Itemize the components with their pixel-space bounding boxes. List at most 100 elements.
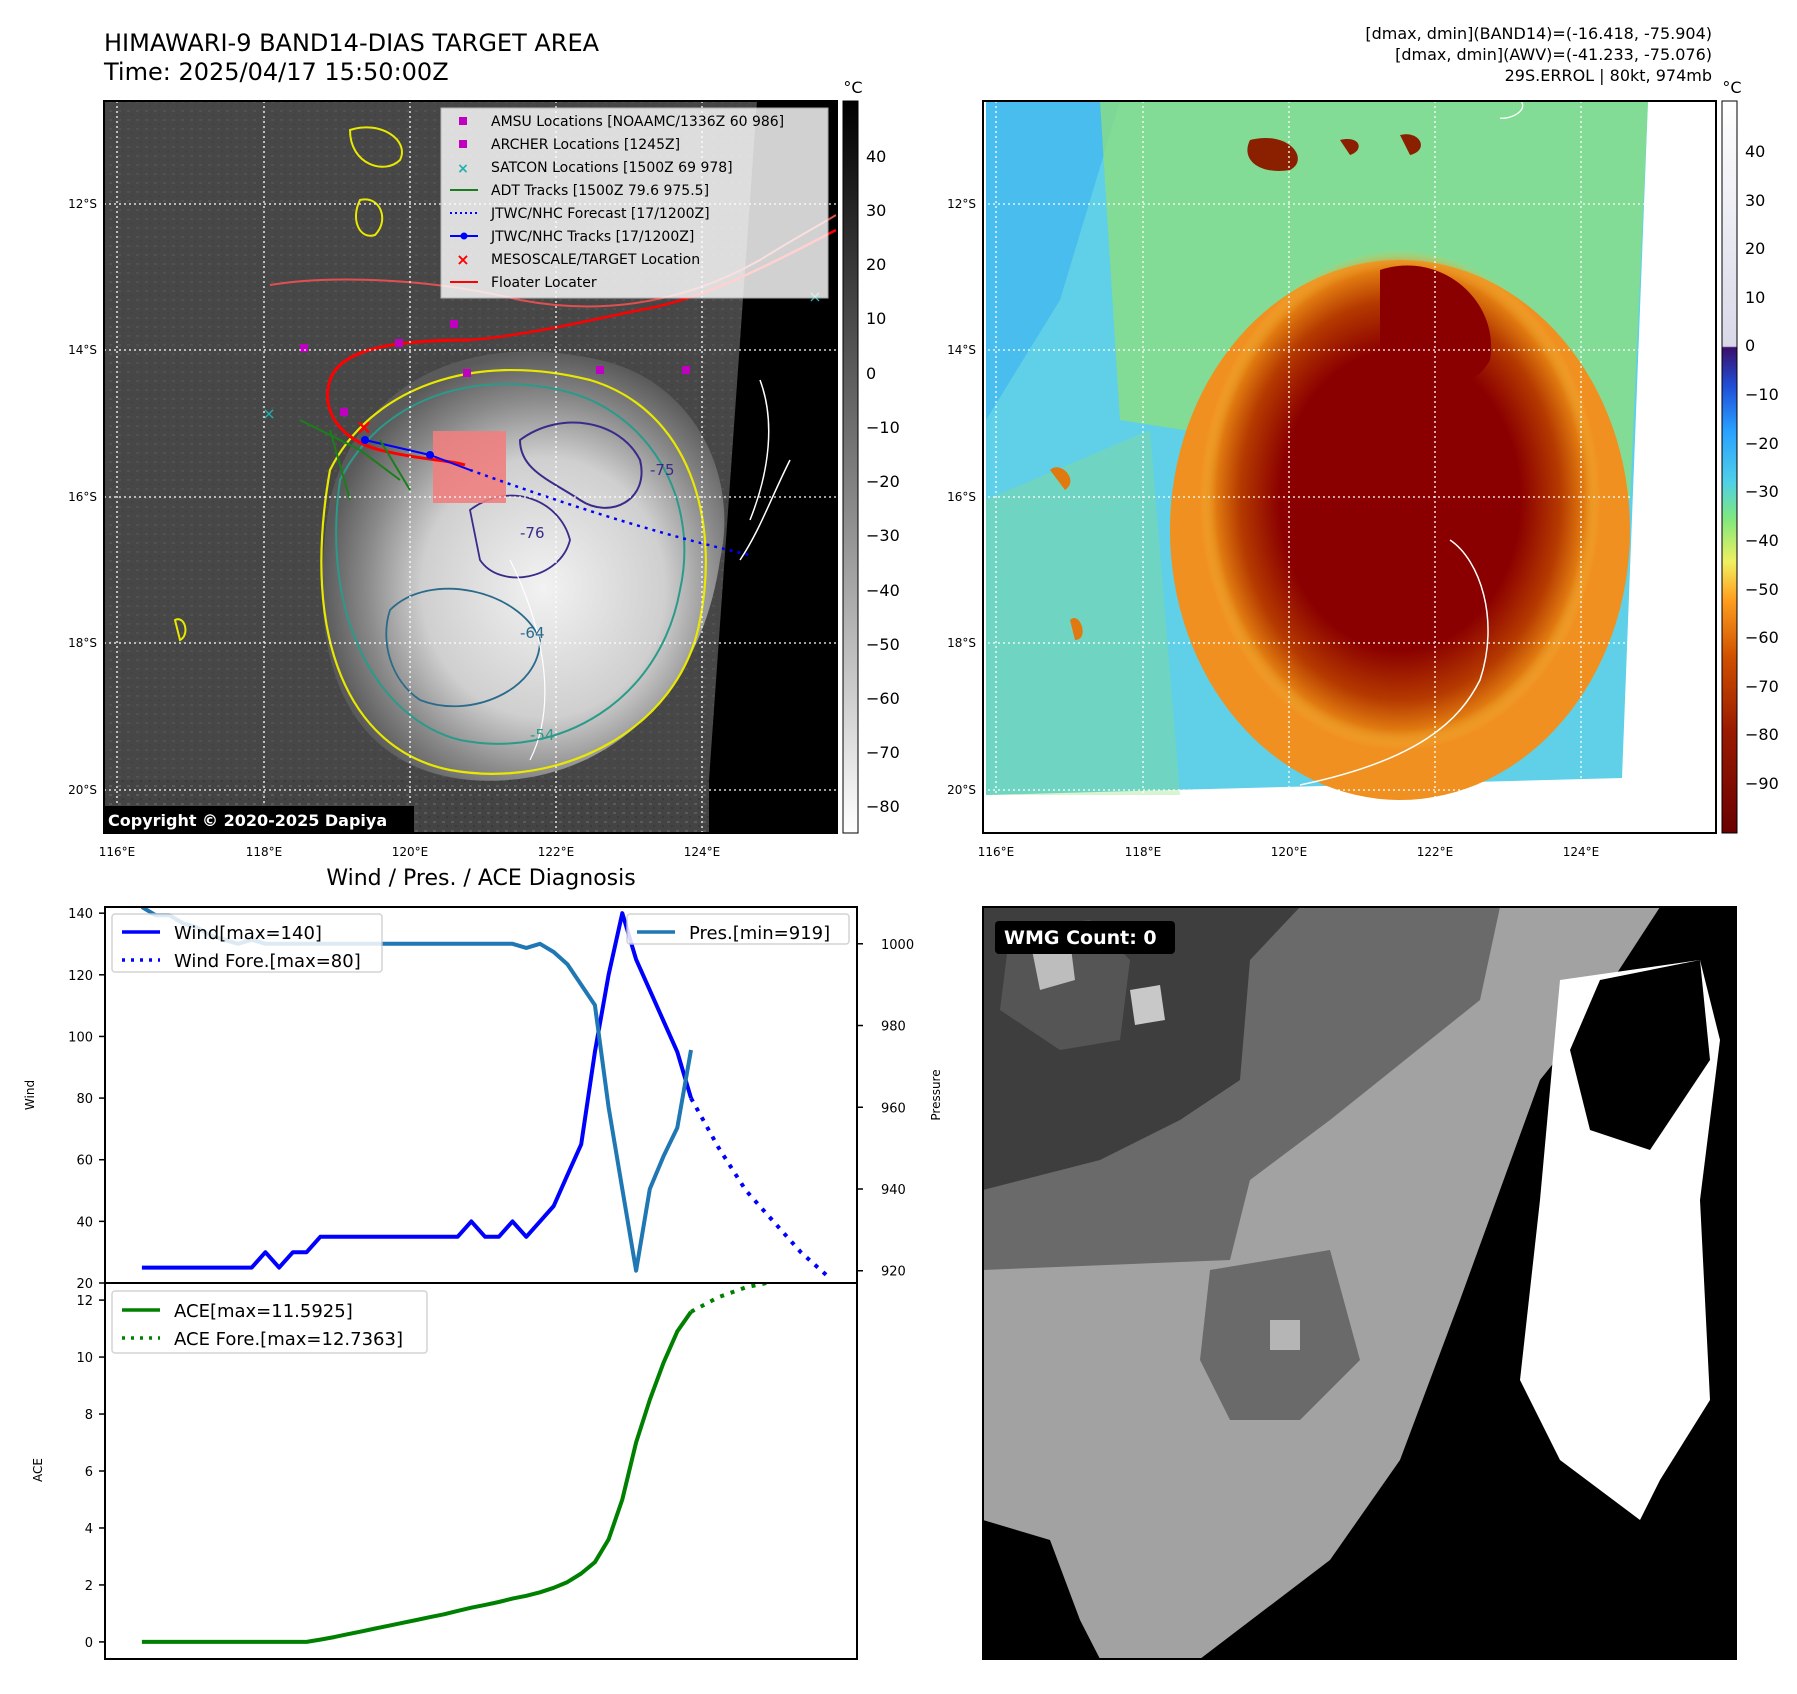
contour-label-76: -76 bbox=[520, 524, 545, 542]
svg-text:JTWC/NHC Tracks [17/1200Z]: JTWC/NHC Tracks [17/1200Z] bbox=[490, 229, 694, 245]
color-tick-m70: −70 bbox=[1745, 677, 1779, 696]
pressure-tick-label: 980 bbox=[881, 1020, 906, 1035]
pressure-legend: Pres.[min=919] bbox=[626, 913, 850, 945]
svg-text:SATCON Locations [1500Z 69 978: SATCON Locations [1500Z 69 978] bbox=[491, 160, 733, 176]
color-map-frame bbox=[982, 100, 1717, 834]
legend-entry-jtwc-forecast: JTWC/NHC Forecast [17/1200Z] bbox=[450, 206, 710, 222]
color-tick-40: 40 bbox=[1745, 142, 1765, 161]
wind-tick-label: 20 bbox=[76, 1277, 93, 1292]
legend-wind: Wind[max=140] bbox=[174, 923, 322, 944]
gray-tick-10: 10 bbox=[866, 309, 886, 328]
color-lon-122e: 122°E bbox=[1417, 845, 1454, 859]
copyright-box bbox=[104, 806, 414, 833]
wind-fore--line bbox=[689, 1097, 830, 1279]
gray-tick-m50: −50 bbox=[866, 635, 900, 654]
gray-tick-40: 40 bbox=[866, 147, 886, 166]
color-tick-m30: −30 bbox=[1745, 482, 1779, 501]
svg-text:×: × bbox=[456, 250, 469, 269]
color-tick-m50: −50 bbox=[1745, 580, 1779, 599]
ace-tick-label: 8 bbox=[85, 1408, 93, 1423]
color-tick-m40: −40 bbox=[1745, 531, 1779, 550]
color-lat-12s: 12°S bbox=[947, 197, 976, 211]
wind-axis-label: Wind bbox=[23, 1080, 37, 1110]
wmg-count-badge bbox=[995, 921, 1175, 954]
ace-line bbox=[141, 1310, 693, 1644]
ace-axis-label: ACE bbox=[31, 1458, 45, 1482]
target-area-box bbox=[433, 431, 506, 503]
color-tick-10: 10 bbox=[1745, 288, 1765, 307]
gray-tick-m40: −40 bbox=[866, 581, 900, 600]
pressure-tick-label: 940 bbox=[881, 1183, 906, 1198]
color-colorbar: °C 40 30 20 10 0 −10 −20 −30 −40 −50 −60… bbox=[1721, 78, 1779, 834]
color-colorbar-ticks: 40 30 20 10 0 −10 −20 −30 −40 −50 −60 −7… bbox=[1745, 142, 1779, 793]
ace-y-axis: 12 10 8 6 4 2 0 bbox=[76, 1294, 105, 1651]
color-tick-0: 0 bbox=[1745, 336, 1755, 355]
pressure-axis-label: Pressure bbox=[929, 1069, 943, 1120]
svg-text:×: × bbox=[262, 404, 275, 423]
ir-lon-116e: 116°E bbox=[99, 845, 136, 859]
diagnosis-title: Wind / Pres. / ACE Diagnosis bbox=[326, 866, 635, 891]
legend-wind-forecast: Wind Fore.[max=80] bbox=[174, 951, 361, 972]
wind-tick-label: 140 bbox=[68, 907, 93, 922]
stats-awv: [dmax, dmin](AWV)=(-41.233, -75.076) bbox=[1395, 45, 1712, 64]
ir-map-frame bbox=[103, 100, 838, 834]
stats-band14: [dmax, dmin](BAND14)=(-16.418, -75.904) bbox=[1365, 24, 1712, 43]
contour-label-64: -64 bbox=[520, 624, 545, 642]
color-tick-m60: −60 bbox=[1745, 628, 1779, 647]
color-tick-m10: −10 bbox=[1745, 385, 1779, 404]
svg-text:×: × bbox=[457, 161, 469, 177]
color-lon-116e: 116°E bbox=[978, 845, 1015, 859]
ir-lon-118e: 118°E bbox=[246, 845, 283, 859]
wind-legend: Wind[max=140] Wind Fore.[max=80] bbox=[111, 913, 383, 973]
wind-y-axis: 140 120 100 80 60 40 20 bbox=[68, 907, 105, 1292]
wind-tick-label: 100 bbox=[68, 1030, 93, 1045]
gray-colorbar-unit: °C bbox=[843, 78, 862, 97]
ace-tick-label: 2 bbox=[85, 1579, 93, 1594]
color-lat-18s: 18°S bbox=[947, 636, 976, 650]
map-legend: AMSU Locations [NOAAMC/1336Z 60 986] ARC… bbox=[440, 107, 829, 299]
color-tick-30: 30 bbox=[1745, 191, 1765, 210]
gray-tick-m20: −20 bbox=[866, 472, 900, 491]
wind-tick-label: 60 bbox=[76, 1154, 93, 1169]
storm-info: 29S.ERROL | 80kt, 974mb bbox=[1505, 66, 1712, 85]
ace-tick-label: 12 bbox=[76, 1294, 93, 1309]
color-tick-m80: −80 bbox=[1745, 725, 1779, 744]
color-lat-20s: 20°S bbox=[947, 783, 976, 797]
gray-tick-0: 0 bbox=[866, 364, 876, 383]
color-lon-118e: 118°E bbox=[1125, 845, 1162, 859]
ir-lon-120e: 120°E bbox=[392, 845, 429, 859]
ace-series-layer bbox=[141, 1283, 780, 1644]
svg-text:ADT Tracks [1500Z 79.6 975.5]: ADT Tracks [1500Z 79.6 975.5] bbox=[491, 183, 709, 199]
pressure-tick-label: 920 bbox=[881, 1265, 906, 1280]
wind-tick-label: 120 bbox=[68, 969, 93, 984]
svg-text:JTWC/NHC Forecast [17/1200Z]: JTWC/NHC Forecast [17/1200Z] bbox=[490, 206, 710, 222]
color-lon-labels: 116°E 118°E 120°E 122°E 124°E bbox=[978, 845, 1600, 859]
legend-entry-floater: Floater Locater bbox=[450, 275, 597, 291]
gray-colorbar: °C 40 30 20 10 0 −10 −20 −30 −40 −50 −60… bbox=[842, 78, 900, 834]
ace-legend: ACE[max=11.5925] ACE Fore.[max=12.7363] bbox=[111, 1290, 428, 1354]
ace-fore--line bbox=[690, 1283, 780, 1314]
wmg-count-label: WMG Count: 0 bbox=[1004, 927, 1157, 949]
color-lat-labels: 12°S 14°S 16°S 18°S 20°S bbox=[947, 197, 976, 797]
contour-label-54: -54 bbox=[530, 726, 555, 744]
legend-entry-jtwc-tracks: JTWC/NHC Tracks [17/1200Z] bbox=[450, 229, 694, 245]
color-tick-m20: −20 bbox=[1745, 434, 1779, 453]
ir-lat-14s: 14°S bbox=[68, 343, 97, 357]
svg-text:Floater Locater: Floater Locater bbox=[491, 275, 597, 291]
color-tick-m90: −90 bbox=[1745, 774, 1779, 793]
ir-lon-122e: 122°E bbox=[538, 845, 575, 859]
ir-map-panel: × × × -76 -64 -54 -75 Copyright © 2020-2… bbox=[68, 100, 838, 859]
color-lat-16s: 16°S bbox=[947, 490, 976, 504]
figure-time: Time: 2025/04/17 15:50:00Z bbox=[103, 58, 449, 86]
ir-lat-12s: 12°S bbox=[68, 197, 97, 211]
contour-label-75: -75 bbox=[650, 461, 675, 479]
legend-entry-mesoscale: × MESOSCALE/TARGET Location bbox=[456, 250, 700, 269]
gray-tick-m70: −70 bbox=[866, 743, 900, 762]
ir-lon-labels: 116°E 118°E 120°E 122°E 124°E bbox=[99, 845, 721, 859]
wmg-frame bbox=[982, 906, 1737, 1660]
pressure-y-axis: 1000 980 960 940 920 bbox=[857, 938, 914, 1280]
svg-text:MESOSCALE/TARGET Location: MESOSCALE/TARGET Location bbox=[491, 252, 700, 268]
color-map-gridlines bbox=[983, 101, 1716, 833]
ir-lat-18s: 18°S bbox=[68, 636, 97, 650]
color-tick-20: 20 bbox=[1745, 239, 1765, 258]
